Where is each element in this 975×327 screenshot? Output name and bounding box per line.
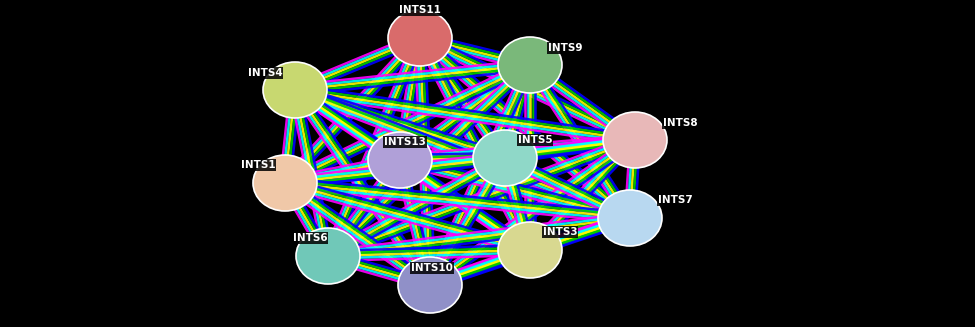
Text: INTS3: INTS3 — [543, 227, 577, 237]
Ellipse shape — [253, 155, 317, 211]
Text: INTS13: INTS13 — [384, 137, 426, 147]
Ellipse shape — [368, 132, 432, 188]
Text: INTS5: INTS5 — [518, 135, 552, 145]
Text: INTS9: INTS9 — [548, 43, 582, 53]
Text: INTS1: INTS1 — [241, 160, 275, 170]
Ellipse shape — [388, 10, 452, 66]
Ellipse shape — [296, 228, 360, 284]
Text: INTS7: INTS7 — [657, 195, 692, 205]
Text: INTS10: INTS10 — [411, 263, 453, 273]
Text: INTS8: INTS8 — [663, 118, 697, 128]
Text: INTS11: INTS11 — [399, 5, 441, 15]
Ellipse shape — [498, 222, 562, 278]
Text: INTS4: INTS4 — [248, 68, 283, 78]
Ellipse shape — [473, 130, 537, 186]
Text: INTS6: INTS6 — [292, 233, 328, 243]
Ellipse shape — [598, 190, 662, 246]
Ellipse shape — [498, 37, 562, 93]
Ellipse shape — [263, 62, 327, 118]
Ellipse shape — [398, 257, 462, 313]
Ellipse shape — [603, 112, 667, 168]
